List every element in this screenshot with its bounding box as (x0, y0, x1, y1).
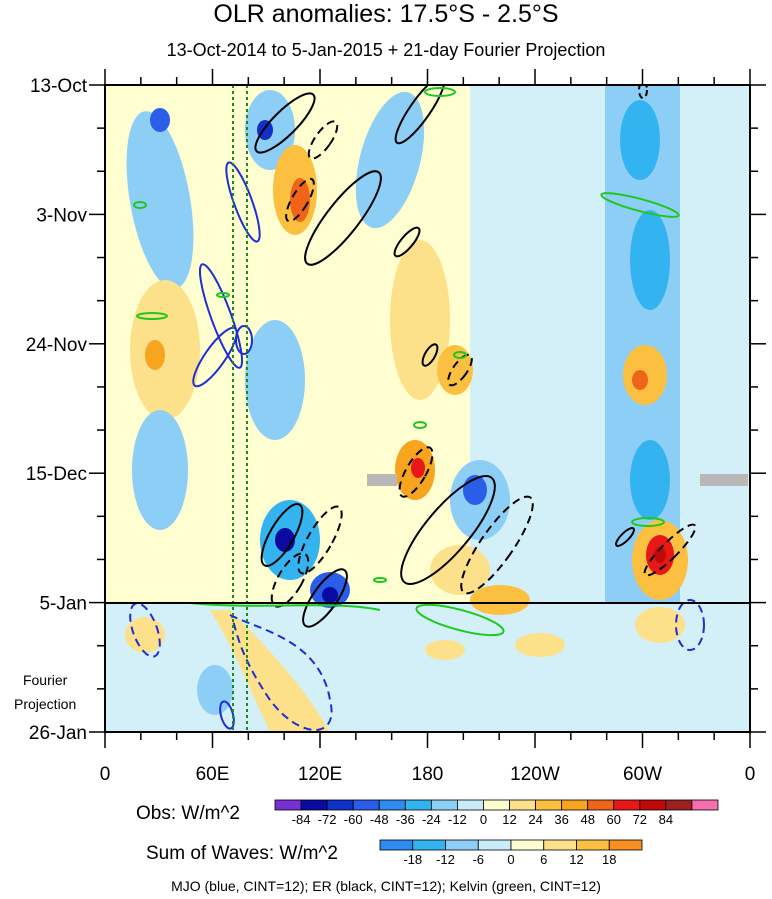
colorbar-swatch (379, 839, 414, 851)
field-streaks-atlantic (605, 85, 688, 603)
colorbar-level-label: 48 (580, 812, 594, 827)
colorbar-swatch (352, 799, 380, 811)
x-tick-label: 0 (745, 764, 756, 785)
colorbar-swatch (326, 799, 354, 811)
colorbar-level-label: -48 (370, 812, 389, 827)
colorbar-swatch (274, 799, 302, 811)
waves-colorbar: -18 -12 -6 0 6 12 18 (379, 839, 643, 867)
colorbar-level-label: 36 (554, 812, 568, 827)
chart-subtitle: 13-Oct-2014 to 5-Jan-2015 + 21-day Fouri… (166, 40, 606, 60)
colorbar-swatch (576, 839, 610, 851)
x-tick-label: 60W (623, 764, 662, 785)
obs-legend-label: Obs: W/m^2 (136, 803, 240, 824)
colorbar-level-label: -18 (403, 852, 422, 867)
x-tick-labels: 0 60E 120E 180 120W 60W 0 (100, 764, 756, 785)
kelvin-contours (133, 87, 680, 637)
field-streaks-projection (125, 607, 685, 732)
colorbar-swatch (561, 799, 589, 811)
field-region-east-atlantic (680, 85, 750, 603)
x-tick-label: 60E (196, 764, 230, 785)
x-tick-label: 120E (298, 764, 342, 785)
colorbar-swatch (300, 799, 328, 811)
colorbar-swatch (412, 839, 446, 851)
colorbar-level-label: 0 (480, 812, 487, 827)
colorbar-level-label: 60 (607, 812, 621, 827)
missing-data-bar (367, 474, 397, 486)
colorbar-swatch (543, 839, 577, 851)
colorbar-level-label: 84 (659, 812, 673, 827)
y-tick-label: 5-Jan (39, 594, 87, 615)
colorbar-swatch (457, 799, 484, 811)
y-tick-label: 13-Oct (30, 76, 88, 97)
colorbar-swatch (378, 799, 406, 811)
colorbar-level-label: -84 (292, 812, 311, 827)
colorbar-level-label: 12 (502, 812, 516, 827)
x-tick-label: 0 (100, 764, 111, 785)
axis-ticks (89, 69, 766, 748)
x-tick-label: 120W (510, 764, 560, 785)
colorbar-level-label: -12 (448, 812, 467, 827)
colorbar-level-label: 0 (507, 852, 514, 867)
anomaly-field (105, 85, 750, 732)
mjo-contours (129, 161, 705, 731)
chart-title: OLR anomalies: 17.5°S - 2.5°S (213, 0, 559, 28)
colorbar-level-label: -24 (422, 812, 441, 827)
field-streaks-indian-ocean (126, 90, 350, 608)
colorbar-level-label: 18 (602, 852, 616, 867)
colorbar-level-label: 6 (540, 852, 547, 867)
y-tick-label: 3-Nov (36, 205, 87, 226)
y-tick-label: 24-Nov (26, 335, 88, 356)
colorbar-level-label: -12 (436, 852, 455, 867)
fourier-projection-label: Fourier Projection (14, 668, 76, 716)
missing-data-bar (700, 474, 748, 486)
colorbar-swatch (665, 799, 693, 811)
colorbar-swatch (509, 799, 536, 811)
colorbar-swatch (608, 839, 643, 851)
colorbar-level-label: 72 (633, 812, 647, 827)
colorbar-level-label: -36 (396, 812, 415, 827)
obs-colorbar: -84 -72 -60 -48 -36 -24 -12 0 12 24 36 48 60 72 84 (274, 799, 719, 827)
colorbar-swatch (430, 799, 458, 811)
y-tick-label: 15-Dec (26, 464, 87, 485)
colorbar-level-label: -6 (472, 852, 484, 867)
fourier-label-line1: Fourier (22, 672, 68, 688)
y-tick-labels: 13-Oct 3-Nov 24-Nov 15-Dec 5-Jan 26-Jan (26, 76, 88, 744)
colorbar-swatch (483, 799, 510, 811)
colorbar-level-label: 12 (569, 852, 583, 867)
contour-legend: MJO (blue, CINT=12); ER (black, CINT=12)… (171, 878, 601, 894)
colorbar-swatch (639, 799, 667, 811)
colorbar-swatch (535, 799, 563, 811)
colorbar-swatch (613, 799, 641, 811)
y-tick-label: 26-Jan (29, 723, 87, 744)
colorbar-level-label: 24 (528, 812, 542, 827)
colorbar-swatch (691, 799, 719, 811)
waves-legend-label: Sum of Waves: W/m^2 (146, 843, 338, 864)
colorbar-swatch (510, 839, 545, 851)
colorbar-swatch (587, 799, 615, 811)
x-tick-label: 180 (412, 764, 444, 785)
fourier-label-line2: Projection (14, 696, 77, 712)
er-contours (254, 85, 697, 628)
colorbar-swatch (445, 839, 479, 851)
colorbar-level-label: -60 (344, 812, 363, 827)
colorbar-swatch (404, 799, 432, 811)
colorbar-level-label: -72 (318, 812, 337, 827)
colorbar-swatch (477, 839, 512, 851)
